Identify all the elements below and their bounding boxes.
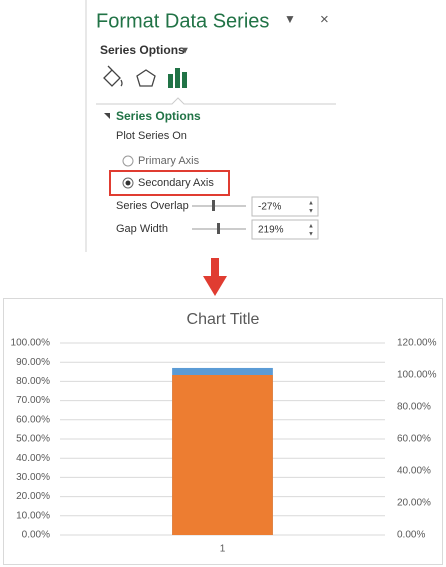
overlap-input[interactable] [251,196,319,217]
overlap-value[interactable]: -27% [258,202,281,213]
y-tick-label: 60.00% [16,414,50,425]
arrow-head [203,276,227,296]
radio-secondary-label[interactable]: Secondary Axis [138,177,214,189]
bar [172,375,273,535]
y2-tick-label: 60.00% [397,434,431,445]
tab-divider [96,97,336,105]
overlap-thumb[interactable] [212,200,215,211]
overlap-spin[interactable]: ▼ [308,209,314,215]
y2-tick-label: 100.00% [397,370,437,381]
y-tick-label: 90.00% [16,357,50,368]
y-tick-label: 100.00% [11,338,51,349]
highlight-box [109,170,230,196]
y-tick-label: 20.00% [16,491,50,502]
series-icon[interactable] [168,68,187,88]
y2-tick-label: 80.00% [397,402,431,413]
arrow-shaft [211,258,219,278]
radio-secondary-dot [125,180,131,186]
radio-primary[interactable] [122,155,134,167]
overlap-label: Series Overlap [116,200,189,212]
chart-title: Chart Title [187,311,260,328]
y2-tick-label: 0.00% [397,530,425,541]
y2-tick-label: 120.00% [397,338,437,349]
section-toggle[interactable] [104,113,110,119]
close-button[interactable]: × [320,11,329,28]
y-tick-label: 50.00% [16,434,50,445]
gap-label: Gap Width [116,223,168,235]
pane-title: Format Data Series [96,10,269,32]
pane-menu-arrow[interactable]: ▼ [284,12,296,26]
y2-tick-label: 40.00% [397,466,431,477]
overlap-spin[interactable]: ▲ [308,201,314,207]
series-menu[interactable]: Series Options [100,43,185,57]
y-tick-label: 0.00% [22,530,50,541]
effects-icon[interactable] [136,69,156,87]
y-tick-label: 70.00% [16,395,50,406]
section-title[interactable]: Series Options [116,109,201,123]
y-tick-label: 30.00% [16,472,50,483]
plot-on-label: Plot Series On [116,130,187,142]
series-menu-arrow[interactable]: ▼ [180,46,190,57]
gap-value[interactable]: 219% [258,225,284,236]
y-tick-label: 80.00% [16,376,50,387]
plot: 0.00%10.00%20.00%30.00%40.00%50.00%60.00… [11,338,437,555]
y-tick-label: 40.00% [16,453,50,464]
x-tick-label: 1 [220,544,226,555]
y-tick-label: 10.00% [16,510,50,521]
fill-icon[interactable] [103,65,123,87]
gap-input[interactable] [251,219,319,240]
radio-primary-label[interactable]: Primary Axis [138,155,200,167]
gap-spin[interactable]: ▲ [308,224,314,230]
gap-thumb[interactable] [217,223,220,234]
gap-spin[interactable]: ▼ [308,232,314,238]
y2-tick-label: 20.00% [397,498,431,509]
